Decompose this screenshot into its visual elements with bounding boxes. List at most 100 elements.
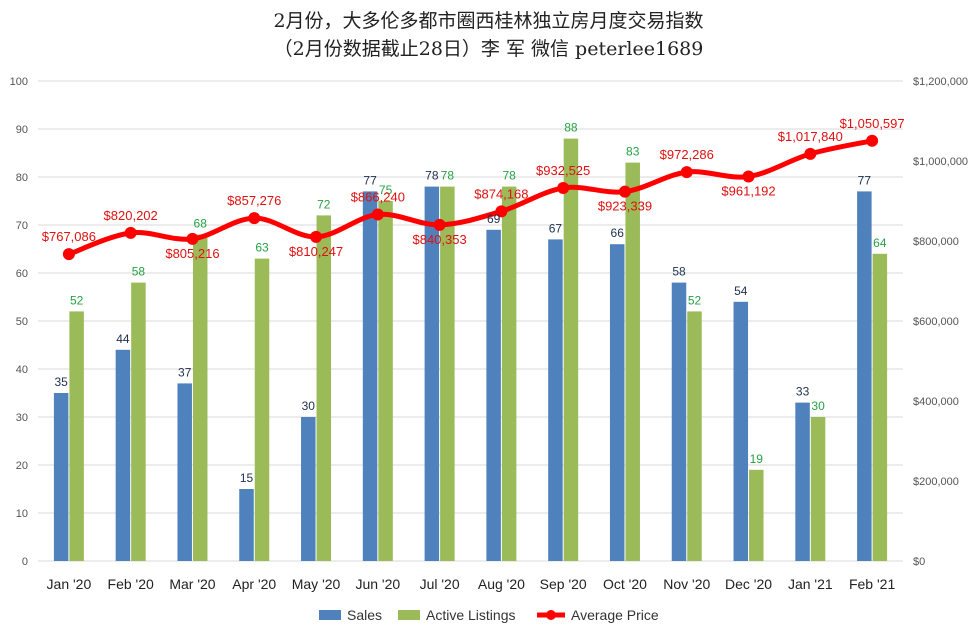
y-left-tick-label: 80 [16,172,28,184]
x-tick-label: Feb '21 [849,576,895,592]
bar-active-listings [501,186,517,561]
legend-swatch-active-listings [398,610,420,620]
sales-value-label: 33 [796,385,810,399]
x-tick-label: Mar '20 [169,576,215,592]
active-listings-value-label: 19 [750,452,764,466]
x-tick-label: May '20 [292,576,341,592]
x-tick-label: Jan '21 [788,576,833,592]
y-left-tick-label: 60 [16,268,28,280]
sales-value-label: 67 [549,221,563,235]
price-marker [804,147,817,160]
price-value-label: $1,017,840 [778,129,843,144]
y-left-tick-label: 100 [10,76,28,88]
y-left-tick-label: 20 [16,460,28,472]
chart-subtitle: （2月份数据截止28日）李 军 微信 peterlee1689 [273,38,704,60]
legend-swatch-sales [319,610,341,620]
bar-active-listings [69,311,84,561]
x-tick-label: Oct '20 [603,576,647,592]
y-left-tick-label: 30 [16,412,28,424]
sales-value-label: 37 [178,365,192,379]
price-value-label: $805,216 [165,246,219,261]
price-value-label: $840,353 [412,232,466,247]
x-tick-label: Nov '20 [663,576,710,592]
bar-active-listings [440,186,455,561]
active-listings-value-label: 83 [626,145,640,159]
bar-active-listings [563,138,579,561]
sales-value-label: 35 [54,375,68,389]
x-tick-label: Aug '20 [478,576,525,592]
price-marker [866,134,879,147]
price-value-label: $857,276 [227,193,281,208]
price-marker [618,185,631,198]
bar-sales [733,301,749,561]
active-listings-value-label: 75 [379,183,393,197]
active-listings-value-label: 64 [873,236,887,250]
active-listings-value-label: 72 [317,197,331,211]
sales-value-label: 15 [240,471,254,485]
y-left-tick-label: 70 [16,220,28,232]
bar-sales [609,244,625,561]
y-right-tick-label: $600,000 [913,316,959,328]
x-tick-label: Sep '20 [540,576,587,592]
bar-active-listings [872,253,888,562]
sales-value-label: 77 [363,173,377,187]
bar-active-listings [316,215,332,561]
price-marker [433,218,446,231]
bar-sales [239,489,254,561]
sales-value-label: 44 [116,332,130,346]
price-value-label: $932,525 [536,163,590,178]
y-left-tick-label: 90 [16,124,28,136]
sales-value-label: 54 [734,284,748,298]
active-listings-value-label: 68 [194,217,208,231]
x-tick-label: Jun '20 [355,576,400,592]
price-marker [680,166,693,179]
x-tick-label: Feb '20 [108,576,154,592]
legend-label-average-price: Average Price [571,607,659,623]
bar-sales [424,186,440,561]
bar-sales [795,402,810,561]
active-listings-value-label: 78 [441,169,455,183]
bar-active-listings [625,162,640,561]
y-right-tick-label: $0 [913,556,925,568]
price-marker [62,248,75,261]
active-listings-value-label: 88 [564,121,578,135]
bar-sales [177,383,192,561]
x-tick-label: Jan '20 [47,576,92,592]
y-right-tick-label: $1,200,000 [913,76,968,88]
sales-value-label: 78 [425,169,439,183]
y-left-tick-label: 40 [16,364,28,376]
bar-active-listings [378,201,393,561]
active-listings-value-label: 30 [811,399,825,413]
chart-title: 2月份，大多伦多都市圈西桂林独立房月度交易指数 [273,10,704,32]
price-value-label: $972,286 [660,147,714,162]
y-left-tick-label: 10 [16,508,28,520]
bar-sales [548,239,563,561]
legend-label-active-listings: Active Listings [426,607,515,623]
sales-value-label: 58 [672,265,686,279]
y-right-tick-label: $1,000,000 [913,156,968,168]
price-marker [371,208,384,221]
bar-sales [301,417,316,561]
price-value-label: $866,240 [351,190,405,205]
bar-sales [362,191,378,561]
bar-sales [857,191,872,561]
price-value-label: $874,168 [474,186,528,201]
price-value-label: $820,202 [104,208,158,223]
bar-active-listings [749,469,764,561]
price-value-label: $923,339 [598,199,652,214]
bar-sales [53,393,69,561]
legend-label-sales: Sales [347,607,382,623]
bar-active-listings [254,258,270,561]
active-listings-value-label: 63 [255,241,269,255]
price-value-label: $1,050,597 [840,116,905,131]
bar-active-listings [810,417,826,561]
y-left-tick-label: 50 [16,316,28,328]
bar-sales [671,282,687,561]
bar-active-listings [687,311,702,561]
sales-value-label: 66 [611,226,625,240]
active-listings-value-label: 78 [502,169,516,183]
bar-sales [115,349,131,561]
price-marker [495,205,508,218]
